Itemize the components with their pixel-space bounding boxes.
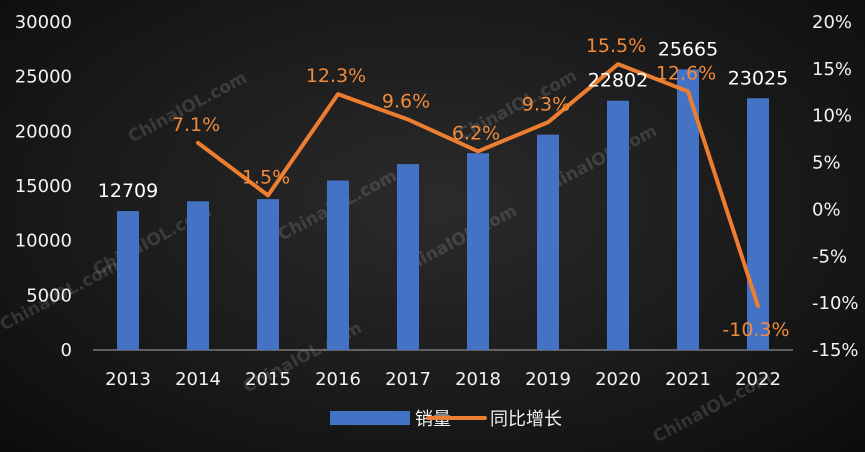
bar-2018: [467, 153, 489, 350]
growth-point-2020: [616, 62, 620, 66]
legend-swatch-bar: [330, 411, 410, 425]
growth-point-2014: [196, 141, 200, 145]
line-data-label: 7.1%: [172, 114, 220, 136]
legend: 销量 同比增长: [330, 409, 562, 430]
left-axis-tick-label: 0: [61, 340, 72, 361]
left-axis-tick-label: 15000: [15, 176, 72, 197]
bar-2014: [187, 201, 209, 350]
bar-2015: [257, 199, 279, 350]
bar-2022: [747, 98, 769, 350]
bar-2020: [607, 100, 629, 350]
bar-series: [117, 69, 769, 351]
right-axis-tick-label: -5%: [812, 246, 847, 267]
left-axis-tick-label: 10000: [15, 231, 72, 252]
right-axis-tick-label: 0%: [812, 199, 841, 220]
x-axis-tick-label: 2017: [385, 369, 431, 390]
bar-data-label: 23025: [728, 67, 788, 89]
line-data-label: 1.5%: [242, 166, 290, 188]
left-axis-ticks: 0 5000 10000 15000 20000 25000 30000: [15, 12, 72, 361]
x-axis-tick-label: 2018: [455, 369, 501, 390]
bar-2017: [397, 164, 419, 350]
line-data-label: 9.6%: [382, 90, 430, 112]
watermark-layer: ChinaIOL.comChinaIOL.comChinaIOL.comChin…: [0, 66, 775, 447]
line-data-label: 9.3%: [522, 93, 570, 115]
left-axis-tick-label: 30000: [15, 12, 72, 33]
growth-point-2022: [756, 304, 760, 308]
line-data-label: 12.6%: [656, 62, 716, 84]
growth-point-2017: [406, 117, 410, 121]
bar-2013: [117, 211, 139, 350]
x-axis-tick-label: 2022: [735, 369, 781, 390]
bar-data-label: 12709: [98, 180, 158, 202]
bar-2016: [327, 180, 349, 350]
right-axis-tick-label: 5%: [812, 153, 841, 174]
growth-point-2015: [266, 193, 270, 197]
right-axis-ticks: -15% -10% -5% 0% 5% 10% 15% 20%: [812, 12, 859, 361]
x-axis-tick-label: 2013: [105, 369, 151, 390]
x-axis-tick-label: 2021: [665, 369, 711, 390]
right-axis-tick-label: 15%: [812, 59, 852, 80]
growth-point-2018: [476, 149, 480, 153]
growth-point-2016: [336, 92, 340, 96]
right-axis-tick-label: 10%: [812, 106, 852, 127]
line-data-label: 12.3%: [306, 65, 366, 87]
x-axis-tick-label: 2014: [175, 369, 221, 390]
left-axis-tick-label: 5000: [26, 285, 72, 306]
bar-2021: [677, 69, 699, 351]
x-axis-tick-label: 2016: [315, 369, 361, 390]
growth-point-2019: [546, 120, 550, 124]
growth-point-2021: [686, 89, 690, 93]
growth-line-series: [196, 62, 760, 308]
x-axis-tick-label: 2019: [525, 369, 571, 390]
line-data-label: 15.5%: [586, 35, 646, 57]
left-axis-tick-label: 20000: [15, 121, 72, 142]
line-data-labels: 7.1% 1.5% 12.3% 9.6% 6.2% 9.3% 15.5% 12.6% -10.3…: [172, 35, 790, 341]
line-data-label: 6.2%: [452, 122, 500, 144]
left-axis-tick-label: 25000: [15, 67, 72, 88]
legend-label-line: 同比增长: [490, 409, 562, 430]
bar-data-labels: 12709 22802 25665 23025: [98, 38, 788, 202]
right-axis-tick-label: -10%: [812, 293, 859, 314]
x-axis-tick-label: 2015: [245, 369, 291, 390]
x-axis-ticks: 2013 2014 2015 2016 2017 2018 2019 2020 2021 2022: [105, 369, 781, 390]
x-axis-tick-label: 2020: [595, 369, 641, 390]
right-axis-tick-label: 20%: [812, 12, 852, 33]
bar-2019: [537, 134, 559, 350]
bar-data-label: 22802: [588, 70, 648, 92]
bar-data-label: 25665: [658, 38, 718, 60]
line-data-label: -10.3%: [722, 319, 789, 341]
right-axis-tick-label: -15%: [812, 340, 859, 361]
